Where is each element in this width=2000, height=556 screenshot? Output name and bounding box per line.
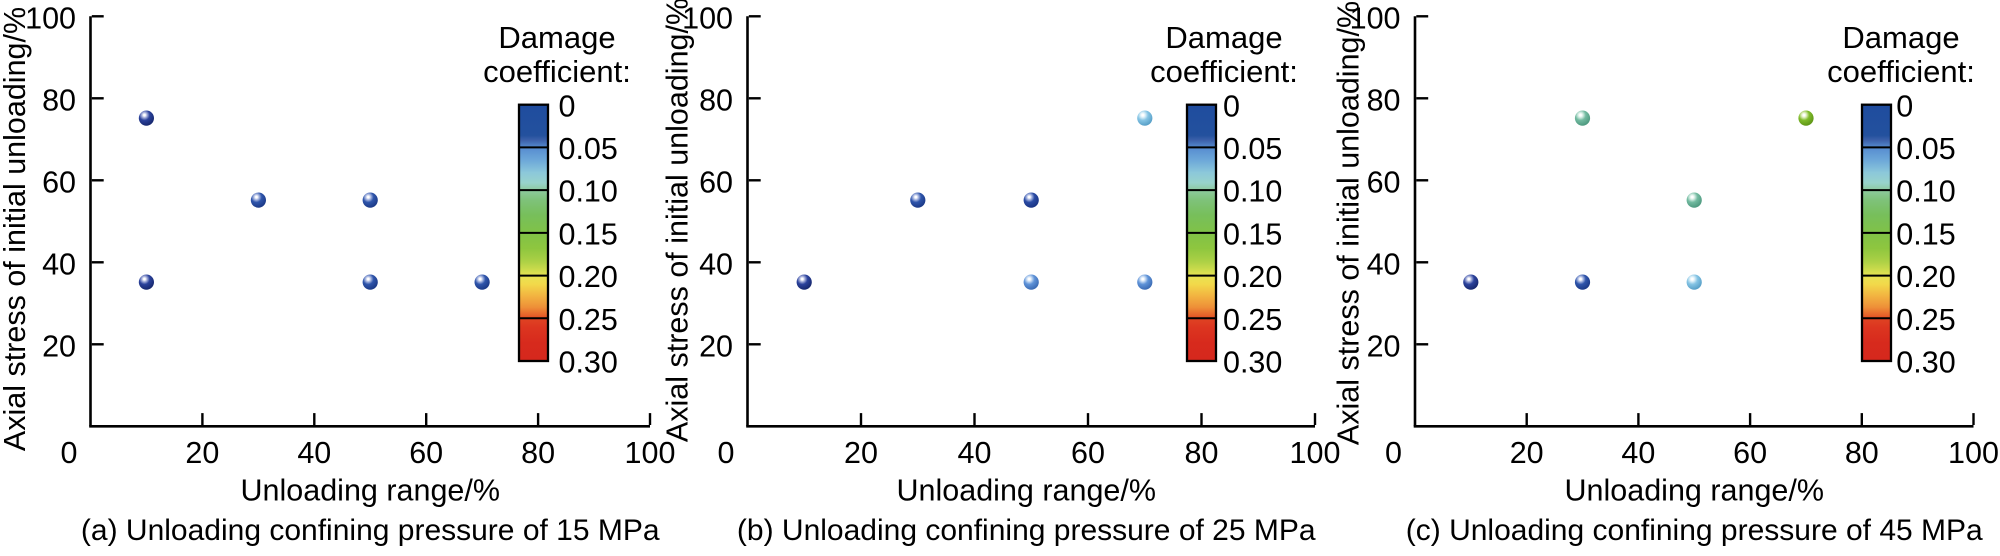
svg-text:0.10: 0.10 [559,175,618,209]
svg-text:coefficient:: coefficient: [483,54,631,89]
svg-text:20: 20 [699,329,733,363]
svg-text:40: 40 [1367,247,1401,281]
svg-text:100: 100 [25,1,76,35]
svg-text:0: 0 [718,436,735,470]
svg-text:80: 80 [1367,83,1401,117]
svg-text:0.20: 0.20 [1223,260,1282,294]
svg-text:100: 100 [1948,436,1999,470]
svg-text:0.25: 0.25 [1223,303,1282,337]
svg-text:100: 100 [625,436,676,470]
svg-text:100: 100 [1290,436,1341,470]
svg-text:100: 100 [682,1,733,35]
svg-text:0.30: 0.30 [1223,346,1282,380]
svg-text:40: 40 [1621,436,1655,470]
svg-text:0.20: 0.20 [559,260,618,294]
svg-text:0: 0 [61,436,78,470]
svg-text:0.10: 0.10 [1223,175,1282,209]
svg-text:coefficient:: coefficient: [1150,54,1298,89]
svg-text:0.05: 0.05 [1223,132,1282,166]
svg-text:80: 80 [521,436,555,470]
svg-text:0: 0 [1385,436,1402,470]
svg-text:0.20: 0.20 [1896,260,1955,294]
svg-text:0.15: 0.15 [559,217,618,251]
svg-text:0.10: 0.10 [1896,175,1955,209]
svg-text:Damage: Damage [1842,20,1959,55]
svg-text:Axial stress of initial unload: Axial stress of initial unloading/% [1332,1,1366,445]
svg-text:80: 80 [699,83,733,117]
svg-text:0.25: 0.25 [1896,303,1955,337]
svg-text:Axial stress of initial unload: Axial stress of initial unloading/% [661,0,695,442]
svg-text:80: 80 [1185,436,1219,470]
svg-text:60: 60 [1071,436,1105,470]
svg-text:0.25: 0.25 [559,303,618,337]
svg-text:20: 20 [1367,329,1401,363]
svg-text:20: 20 [42,329,76,363]
svg-text:20: 20 [1510,436,1544,470]
svg-text:(b) Unloading confining pressu: (b) Unloading confining pressure of 25 M… [737,514,1316,547]
svg-text:Axial stress of initial unload: Axial stress of initial unloading/% [0,7,32,451]
svg-text:80: 80 [1845,436,1879,470]
svg-text:0: 0 [1223,89,1240,123]
svg-text:0.15: 0.15 [1223,217,1282,251]
svg-text:20: 20 [844,436,878,470]
svg-text:0.05: 0.05 [1896,132,1955,166]
svg-text:coefficient:: coefficient: [1827,54,1975,89]
svg-text:20: 20 [185,436,219,470]
svg-text:0.05: 0.05 [559,132,618,166]
svg-text:60: 60 [42,165,76,199]
svg-text:Damage: Damage [1165,20,1282,55]
svg-text:100: 100 [1350,1,1401,35]
svg-text:40: 40 [699,247,733,281]
svg-text:0.30: 0.30 [559,346,618,380]
svg-text:0.30: 0.30 [1896,346,1955,380]
svg-text:60: 60 [409,436,443,470]
svg-text:40: 40 [297,436,331,470]
svg-text:60: 60 [1733,436,1767,470]
svg-text:Unloading range/%: Unloading range/% [241,474,500,508]
svg-text:40: 40 [958,436,992,470]
svg-text:Unloading range/%: Unloading range/% [897,474,1156,508]
svg-text:(a) Unloading confining pressu: (a) Unloading confining pressure of 15 M… [81,514,660,547]
svg-text:Unloading range/%: Unloading range/% [1565,474,1824,508]
svg-text:0: 0 [559,89,576,123]
svg-text:40: 40 [42,247,76,281]
svg-text:60: 60 [699,165,733,199]
svg-text:0: 0 [1896,89,1913,123]
svg-text:80: 80 [42,83,76,117]
svg-text:(c) Unloading confining pressu: (c) Unloading confining pressure of 45 M… [1406,514,1983,547]
svg-text:Damage: Damage [498,20,615,55]
svg-text:60: 60 [1367,165,1401,199]
svg-text:0.15: 0.15 [1896,217,1955,251]
